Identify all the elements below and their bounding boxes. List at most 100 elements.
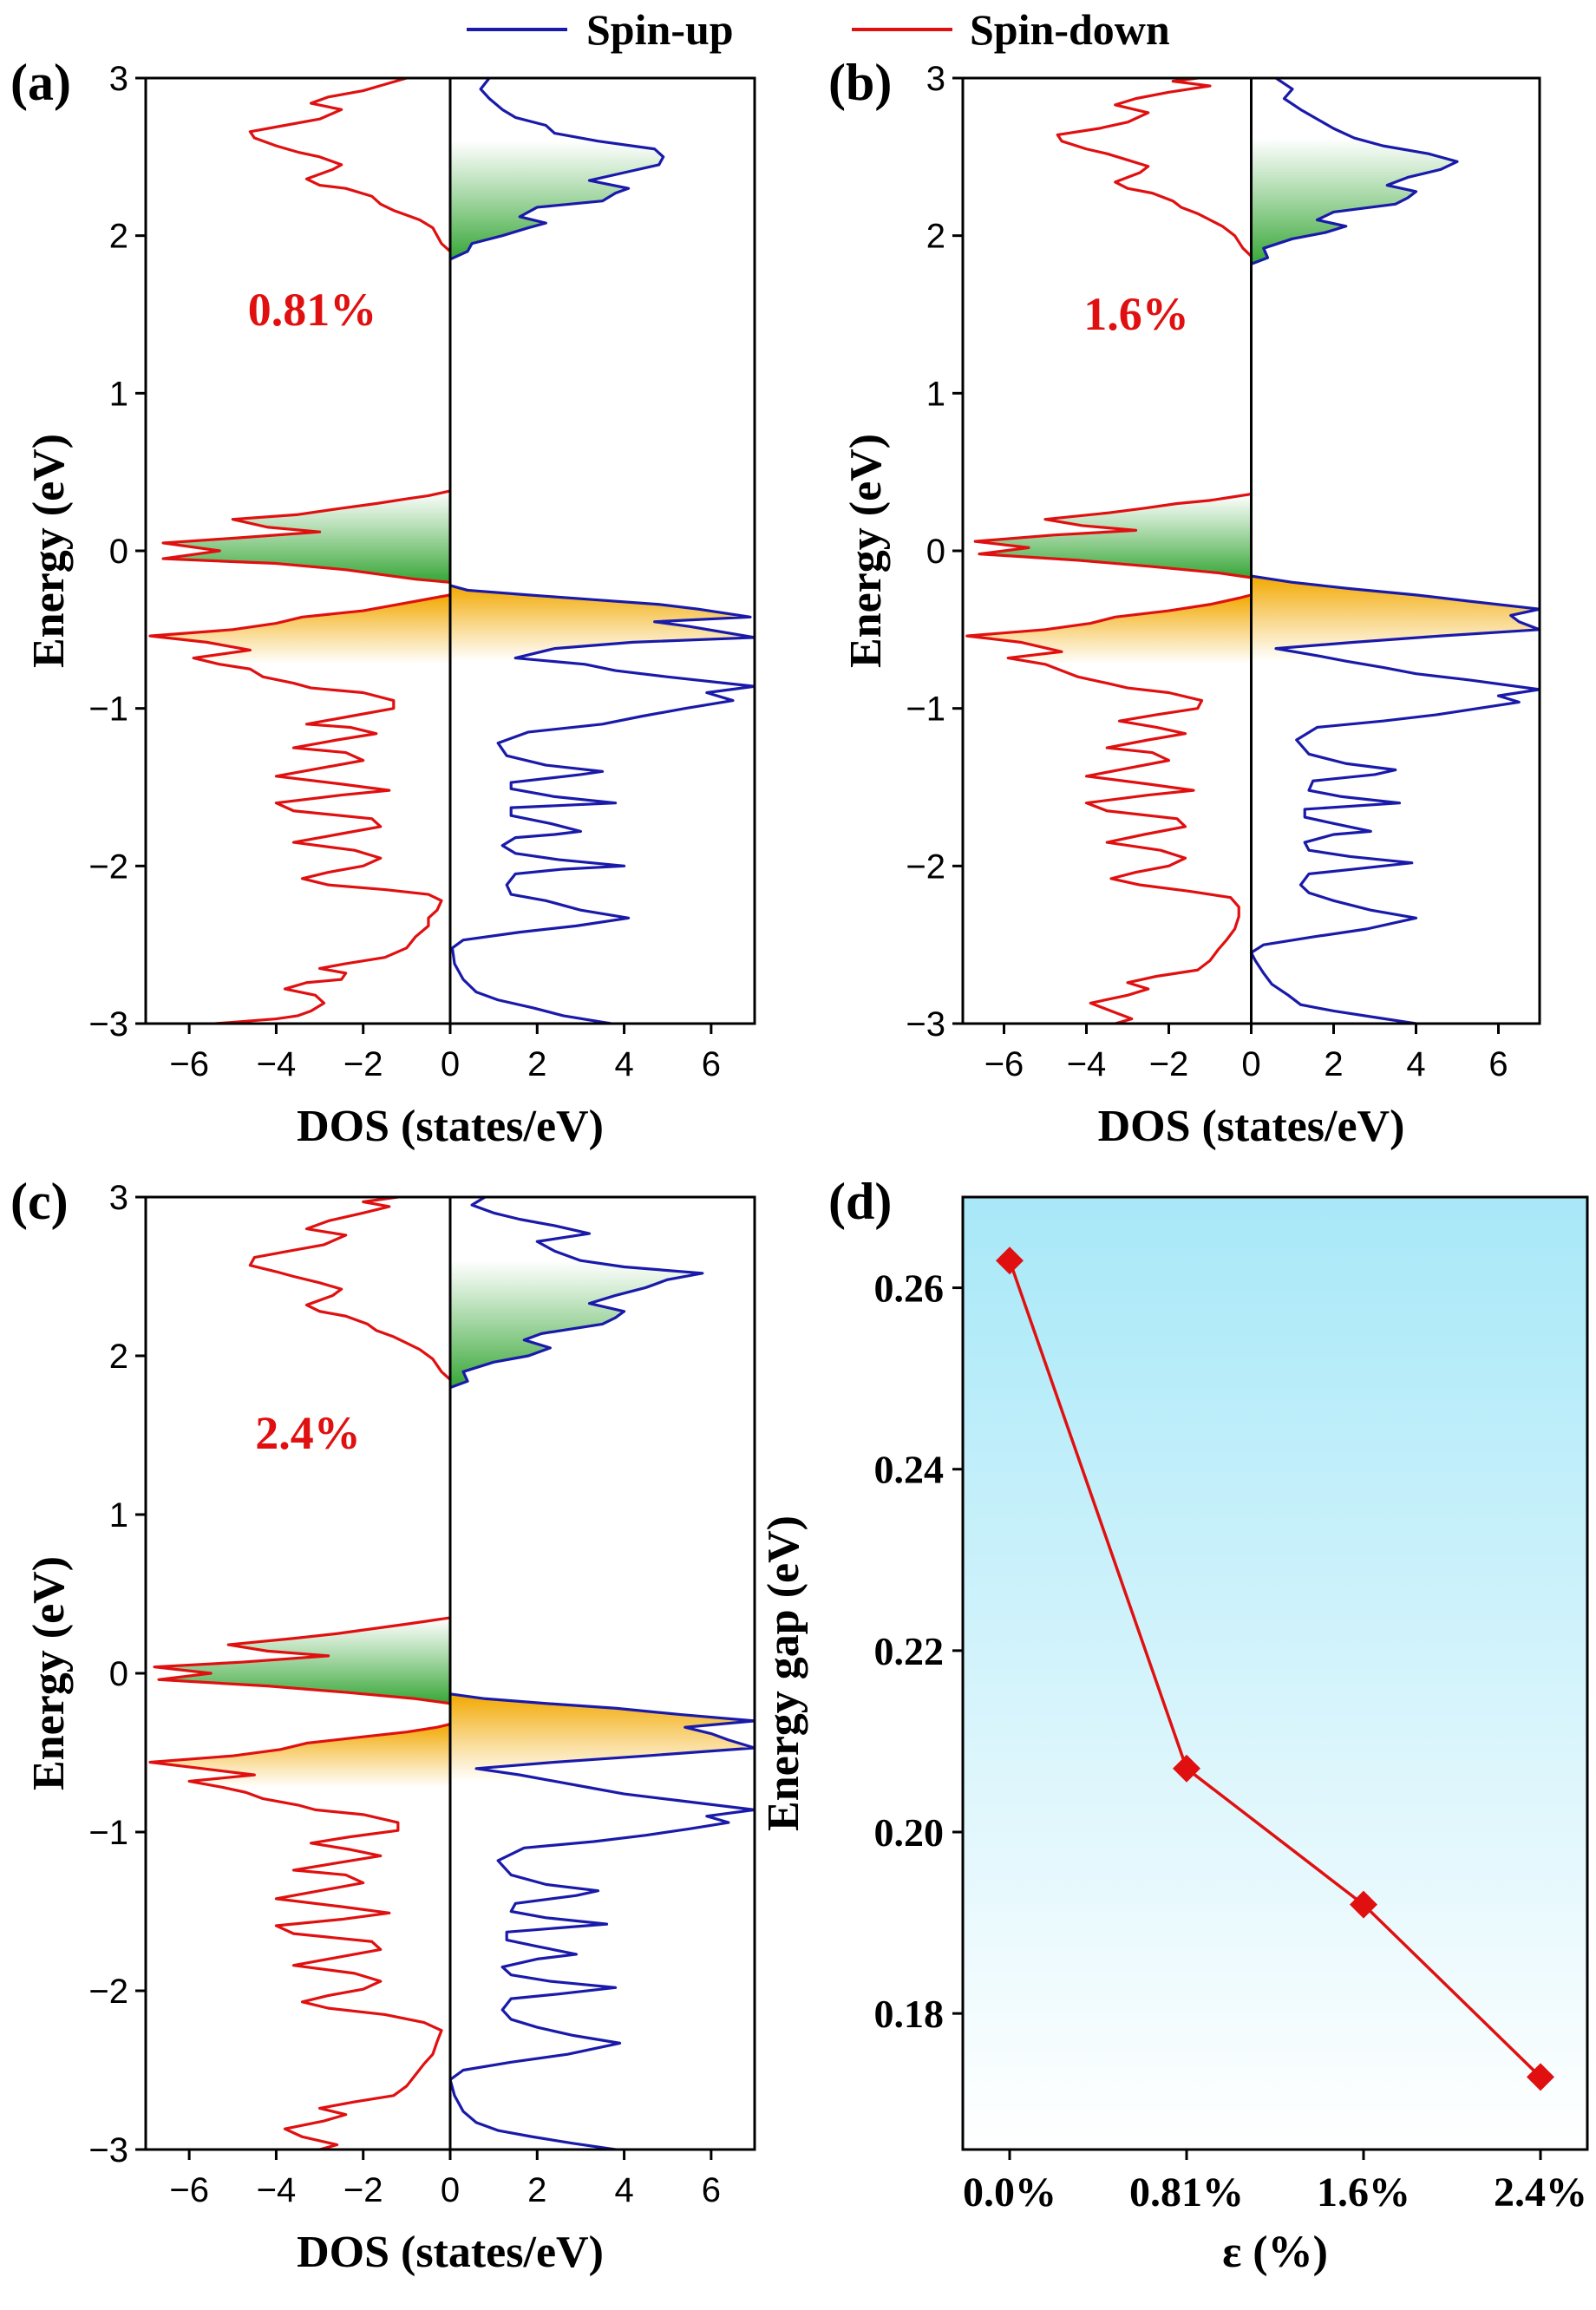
panel-a-xtick-label: −4 — [257, 1045, 297, 1083]
panel-a-xlabel: DOS (states/eV) — [297, 1102, 604, 1151]
panel-c-xtick-label: 4 — [614, 2171, 633, 2209]
panel-c-ylabel: Energy (eV) — [24, 1556, 74, 1790]
panel-a-spin-down-valence-line — [148, 593, 451, 1024]
panel-c-spin-down-mid-line — [153, 1616, 451, 1705]
panel-b-fill-spin-up-valence — [1251, 576, 1540, 662]
panel-d-ytick-label: 0.18 — [874, 1992, 945, 2036]
panel-a-fill-spin-up-valence — [450, 585, 755, 662]
panel-c-ytick-label: 0 — [109, 1655, 128, 1693]
panel-b-spin-down-valence-line — [965, 593, 1252, 1024]
panel-a-xtick-label: 2 — [527, 1045, 546, 1083]
panel-c-strain-label: 2.4% — [255, 1407, 361, 1459]
panel-a-spin-up-conduction-line — [449, 78, 665, 261]
panel-c-xtick-label: 6 — [702, 2171, 721, 2209]
panel-d-marker-0-0pct — [996, 1247, 1024, 1275]
panel-c-ytick-label: −3 — [88, 2131, 128, 2169]
panel-a-ytick-label: 1 — [109, 375, 128, 413]
panel-d-xtick-label: 0.0% — [963, 2169, 1056, 2215]
panel-b-plot-area — [965, 78, 1540, 1024]
panel-c-xtick-label: −2 — [343, 2171, 383, 2209]
panel-a-ytick-label: −1 — [88, 690, 128, 729]
panel-b-xtick-label: 6 — [1488, 1045, 1508, 1083]
panel-a: −6 −4 −2 0 2 4 6 −3 −2 −1 0 1 2 3 DOS (states/eV) Energ… — [10, 54, 756, 1151]
legend-spin-down-label: Spin-down — [970, 5, 1170, 54]
panel-b: −6 −4 −2 0 2 4 6 −3 −2 −1 0 1 2 3 DOS (states/eV) Energ… — [828, 54, 1541, 1151]
panel-c-ytick-label: −1 — [88, 1814, 128, 1852]
legend-spin-up-label: Spin-up — [586, 5, 734, 54]
panel-d-marker-1-6pct — [1350, 1890, 1377, 1919]
panel-c-label: (c) — [10, 1173, 69, 1230]
panel-a-xtick-label: −6 — [169, 1045, 209, 1083]
panel-c-fill-spin-down-green — [154, 1617, 450, 1704]
panel-b-xtick-label: −6 — [984, 1045, 1024, 1083]
panel-c-plot-area — [148, 1197, 755, 2150]
panel-c-fill-spin-down-orange — [150, 1724, 450, 1788]
panel-c-ytick-label: 2 — [109, 1338, 128, 1376]
panel-a-spin-down-mid-line — [161, 489, 451, 584]
panel-d-ytick-label: 0.22 — [874, 1629, 945, 1673]
panel-b-xtick-label: 0 — [1241, 1045, 1260, 1083]
panel-a-ytick-label: −2 — [88, 847, 128, 886]
panel-a-xtick-label: −2 — [343, 1045, 383, 1083]
panel-b-fill-spin-down-orange — [966, 594, 1252, 664]
panel-d-ytick-label: 0.20 — [874, 1810, 945, 1855]
panel-c-xtick-label: 2 — [527, 2171, 546, 2209]
panel-b-ytick-label: −2 — [906, 847, 945, 886]
panel-d-marker-0-81pct — [1173, 1754, 1200, 1783]
panel-b-xtick-label: −2 — [1149, 1045, 1189, 1083]
panel-c-xtick-label: −6 — [169, 2171, 209, 2209]
panel-a-xtick-label: 6 — [702, 1045, 721, 1083]
panel-d-xtick-label: 1.6% — [1317, 2169, 1410, 2215]
panel-c-ytick-label: 1 — [109, 1496, 128, 1535]
panel-c-ytick-label: 3 — [109, 1179, 128, 1217]
panel-b-ytick-label: −3 — [906, 1005, 945, 1044]
panel-b-spin-up-conduction-line — [1250, 78, 1459, 265]
panel-a-xtick-label: 0 — [441, 1045, 460, 1083]
panel-b-label: (b) — [828, 54, 892, 111]
panel-b-xlabel: DOS (states/eV) — [1098, 1102, 1405, 1151]
panel-a-ytick-label: 3 — [109, 60, 128, 98]
panel-d-xtick-label: 0.81% — [1129, 2169, 1244, 2215]
panel-c-fill-spin-up-valence — [450, 1693, 755, 1782]
panel-a-ytick-label: −3 — [88, 1005, 128, 1044]
panel-b-ytick-label: 0 — [926, 533, 945, 571]
panel-b-xtick-label: 2 — [1324, 1045, 1343, 1083]
panel-a-fill-spin-up-conduction — [450, 141, 664, 259]
panel-d-xlabel: ε (%) — [1222, 2228, 1328, 2277]
panel-b-ytick-label: −1 — [906, 690, 945, 729]
panel-c-xtick-label: −4 — [257, 2171, 297, 2209]
panel-c: −6 −4 −2 0 2 4 6 −3 −2 −1 0 1 2 3 DOS (states/eV) Energ… — [10, 1173, 756, 2277]
panel-a-xtick-label: 4 — [614, 1045, 633, 1083]
panel-a-ytick-label: 2 — [109, 218, 128, 256]
panel-b-spin-up-valence-line — [1249, 574, 1540, 1024]
panel-a-label: (a) — [10, 54, 71, 111]
panel-c-spin-down-valence-line — [148, 1723, 451, 2150]
panel-b-strain-label: 1.6% — [1083, 288, 1189, 340]
panel-a-ylabel: Energy (eV) — [24, 434, 74, 668]
panel-d-background — [963, 1197, 1587, 2150]
panel-d-ylabel: Energy gap (eV) — [759, 1515, 808, 1831]
panel-d-ytick-label: 0.24 — [874, 1448, 945, 1492]
panel-d-gap-line — [1008, 1260, 1542, 2078]
panel-d: 0.0% 0.81% 1.6% 2.4% 0.18 0.20 0.22 0.24 0.26 ε (… — [759, 1173, 1589, 2277]
panel-b-fill-spin-up-conduction — [1251, 138, 1457, 265]
panel-b-ytick-label: 2 — [926, 218, 945, 256]
panel-c-xtick-label: 0 — [441, 2171, 460, 2209]
panel-b-ytick-label: 3 — [926, 60, 945, 98]
panel-b-xtick-label: −4 — [1067, 1045, 1107, 1083]
panel-c-xlabel: DOS (states/eV) — [297, 2228, 604, 2277]
panel-b-xtick-label: 4 — [1406, 1045, 1425, 1083]
panel-d-frame — [961, 1195, 1589, 2151]
panel-a-fill-spin-down-orange — [150, 594, 450, 664]
panel-b-fill-spin-down-green — [975, 494, 1252, 578]
panel-c-fill-spin-up-conduction — [450, 1260, 703, 1388]
panel-d-xtick-label: 2.4% — [1494, 2169, 1587, 2215]
panel-a-spin-down-conduction-line — [248, 78, 452, 253]
panel-d-ytick-label: 0.26 — [874, 1266, 945, 1311]
panel-b-ylabel: Energy (eV) — [841, 434, 891, 668]
panel-b-spin-down-conduction-line — [1056, 78, 1253, 258]
panel-c-ytick-label: −2 — [88, 1973, 128, 2011]
panel-c-spin-down-conduction-line — [248, 1197, 452, 1381]
legend: Spin-up Spin-down — [467, 5, 1170, 54]
